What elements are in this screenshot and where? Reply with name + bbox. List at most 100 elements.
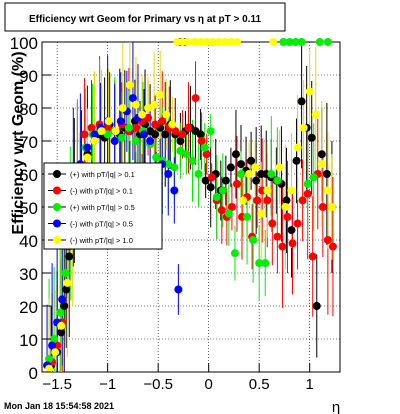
data-point (58, 295, 67, 304)
data-point (90, 137, 99, 145)
x-tick-label: −1.5 (42, 376, 72, 393)
data-point (227, 203, 236, 211)
data-points (43, 38, 337, 373)
data-point (293, 143, 302, 152)
data-point (206, 127, 215, 136)
data-point (307, 133, 316, 142)
data-point (269, 38, 278, 46)
data-point (226, 38, 235, 46)
data-point (283, 212, 292, 221)
data-point (263, 186, 272, 195)
data-point (317, 150, 326, 159)
y-tick-label: 40 (19, 232, 38, 251)
data-point (156, 90, 165, 99)
y-tick-label: 70 (19, 133, 38, 152)
chart-title: Efficiency wrt Geom for Primary vs η at … (29, 14, 261, 25)
data-point (291, 38, 300, 46)
x-tick-label: 0 (205, 376, 213, 393)
data-point (261, 259, 270, 268)
data-point (196, 130, 205, 139)
data-point (184, 123, 193, 132)
data-point (305, 87, 314, 96)
data-point (251, 163, 260, 172)
data-point (190, 38, 199, 46)
data-point (207, 173, 216, 182)
legend-marker (53, 170, 61, 178)
data-point (164, 170, 173, 178)
data-point (83, 153, 92, 162)
title-box (4, 2, 286, 32)
data-point (268, 219, 277, 228)
data-point (174, 285, 183, 294)
data-point (297, 97, 306, 106)
data-point (194, 170, 203, 178)
data-point (111, 127, 120, 136)
data-point (311, 110, 320, 119)
data-point (191, 94, 200, 103)
data-point (103, 130, 112, 139)
data-point (245, 170, 254, 178)
legend-label: (+) with pT/|q| > 0.5 (70, 203, 135, 212)
data-point (237, 160, 246, 169)
data-point (117, 133, 126, 142)
y-tick-label: 50 (19, 199, 38, 218)
data-point (83, 143, 92, 152)
data-point (162, 110, 171, 119)
data-point (287, 186, 296, 195)
y-tick-label: 20 (19, 298, 38, 317)
data-point (103, 123, 112, 132)
y-tick-label: 10 (19, 331, 38, 350)
data-point (273, 176, 282, 185)
data-point (202, 150, 211, 159)
data-point (146, 137, 155, 145)
data-point (278, 242, 287, 251)
legend-marker (53, 236, 61, 244)
data-point (131, 137, 140, 145)
y-tick-label: 0 (29, 364, 38, 383)
data-point (183, 38, 192, 46)
data-point (48, 341, 57, 350)
legend-label: (-) with pT/|q| > 1.0 (70, 236, 133, 245)
data-point (144, 113, 153, 122)
data-point (176, 137, 185, 145)
data-point (140, 130, 149, 139)
data-point (303, 179, 312, 188)
data-point (293, 219, 302, 228)
data-point (247, 156, 256, 165)
data-point (171, 127, 180, 136)
data-point (50, 335, 59, 343)
data-point (252, 176, 261, 185)
x-axis-label: η (332, 399, 340, 414)
legend-box (43, 162, 163, 250)
data-point (144, 104, 153, 112)
data-point (118, 104, 127, 112)
data-point (218, 186, 227, 195)
data-point (315, 38, 324, 46)
data-point (178, 130, 187, 139)
data-point (125, 80, 134, 89)
legend-marker (53, 219, 61, 228)
data-point (164, 160, 173, 169)
data-point (62, 285, 71, 294)
data-point (285, 38, 294, 46)
data-point (57, 321, 66, 330)
data-point (188, 156, 197, 165)
data-point (328, 242, 337, 251)
data-point (318, 203, 327, 211)
legend-label: (-) with pT/|q| > 0.1 (70, 187, 133, 196)
data-point (63, 278, 72, 287)
data-point (182, 150, 191, 159)
data-point (90, 130, 99, 139)
legend-label: (-) with pT/|q| > 0.5 (70, 220, 133, 229)
data-point (202, 38, 211, 46)
data-point (288, 239, 297, 248)
data-point (158, 117, 167, 126)
legend-label: (+) with pT/|q| > 0.1 (70, 170, 135, 179)
data-point (131, 100, 140, 109)
legend-marker (53, 186, 61, 195)
data-point (231, 150, 240, 159)
data-point (292, 156, 301, 165)
data-point (170, 186, 179, 195)
x-tick-label: 0.5 (249, 376, 270, 393)
data-point (151, 120, 160, 129)
